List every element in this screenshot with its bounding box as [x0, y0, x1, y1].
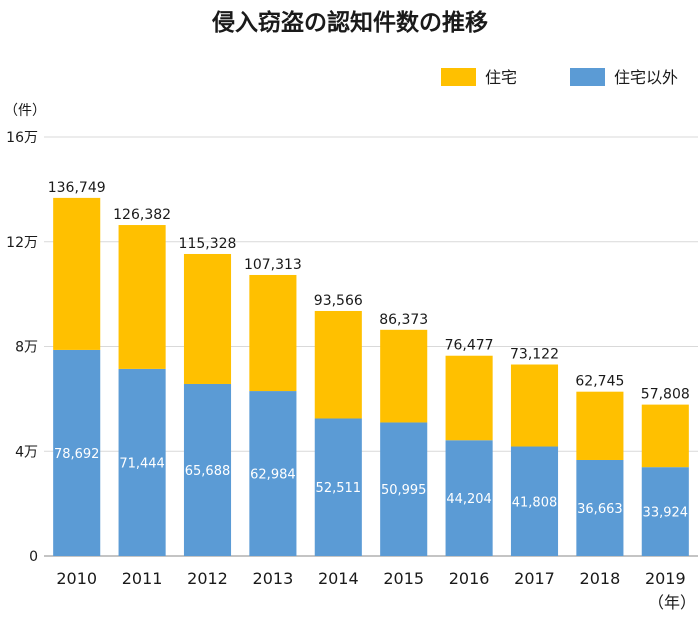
x-tick-label: 2018 [580, 569, 621, 588]
x-tick-label: 2012 [187, 569, 228, 588]
chart-title: 侵入窃盗の認知件数の推移 [211, 9, 488, 36]
data-label-non-residential: 50,995 [381, 483, 427, 498]
bar-residential [249, 274, 297, 392]
bar-residential [641, 404, 689, 468]
y-tick-label: 4万 [15, 444, 38, 460]
bar-non-residential [118, 368, 166, 556]
bar-residential [53, 197, 101, 350]
data-label-total: 107,313 [244, 257, 302, 273]
legend: 住宅 住宅以外 [441, 68, 678, 87]
bar-non-residential [249, 391, 297, 556]
legend-swatch [441, 68, 476, 86]
bar-non-residential [445, 440, 493, 556]
data-label-non-residential: 33,924 [643, 506, 689, 521]
bar-non-residential [53, 349, 101, 556]
x-tick-label: 2014 [318, 569, 359, 588]
x-tick-label: 2011 [122, 569, 163, 588]
bar-non-residential [183, 383, 232, 556]
bar-residential [183, 253, 232, 384]
bar-residential [314, 310, 362, 419]
data-label-total: 93,566 [314, 293, 363, 309]
bar-residential [576, 391, 624, 460]
legend-label: 住宅以外 [614, 68, 678, 87]
data-label-non-residential: 44,204 [446, 492, 492, 507]
data-label-total: 126,382 [113, 207, 171, 223]
data-label-total: 62,745 [575, 374, 624, 390]
y-tick-label: 12万 [6, 235, 38, 251]
bar-residential [380, 329, 428, 423]
bars [53, 197, 689, 556]
data-label-non-residential: 62,984 [250, 468, 296, 483]
bar-non-residential [314, 418, 362, 556]
x-tick-label: 2015 [383, 569, 424, 588]
bar-non-residential [576, 459, 624, 556]
legend-swatch [570, 68, 605, 86]
data-label-total: 86,373 [379, 312, 428, 328]
data-label-total: 57,808 [641, 387, 690, 403]
data-label-total: 73,122 [510, 347, 559, 363]
x-tick-label: 2017 [514, 569, 555, 588]
y-axis-ticks: 0 4万 8万 12万 16万 [6, 130, 38, 565]
x-tick-label: 2013 [253, 569, 294, 588]
bar-non-residential [380, 422, 428, 556]
y-tick-label: 0 [29, 549, 38, 565]
bar-residential [118, 225, 166, 369]
y-tick-label: 8万 [15, 340, 38, 356]
bar-residential [510, 364, 559, 447]
x-tick-label: 2016 [449, 569, 490, 588]
data-label-non-residential: 78,692 [54, 447, 100, 462]
data-label-total: 136,749 [48, 180, 106, 196]
data-label-non-residential: 36,663 [577, 502, 623, 517]
x-axis-ticks: 2010 2011 2012 2013 2014 2015 2016 2017 2018 2019 [56, 569, 685, 588]
y-axis-unit-label: （件） [4, 103, 46, 119]
data-label-total: 76,477 [445, 338, 494, 354]
data-labels: 78,692 136,749 71,444 126,382 65,688 115,328 6… [48, 180, 690, 521]
legend-label: 住宅 [485, 68, 517, 87]
bar-non-residential [510, 446, 559, 556]
x-tick-label: 2019 [645, 569, 686, 588]
data-label-total: 115,328 [179, 236, 237, 252]
y-tick-label: 16万 [6, 130, 38, 146]
data-label-non-residential: 41,808 [512, 495, 558, 510]
data-label-non-residential: 52,511 [316, 481, 362, 496]
data-label-non-residential: 65,688 [185, 464, 231, 479]
bar-non-residential [641, 467, 689, 556]
data-label-non-residential: 71,444 [119, 456, 165, 471]
x-axis-unit-label: （年） [648, 593, 696, 612]
x-tick-label: 2010 [56, 569, 97, 588]
bar-residential [445, 355, 493, 441]
